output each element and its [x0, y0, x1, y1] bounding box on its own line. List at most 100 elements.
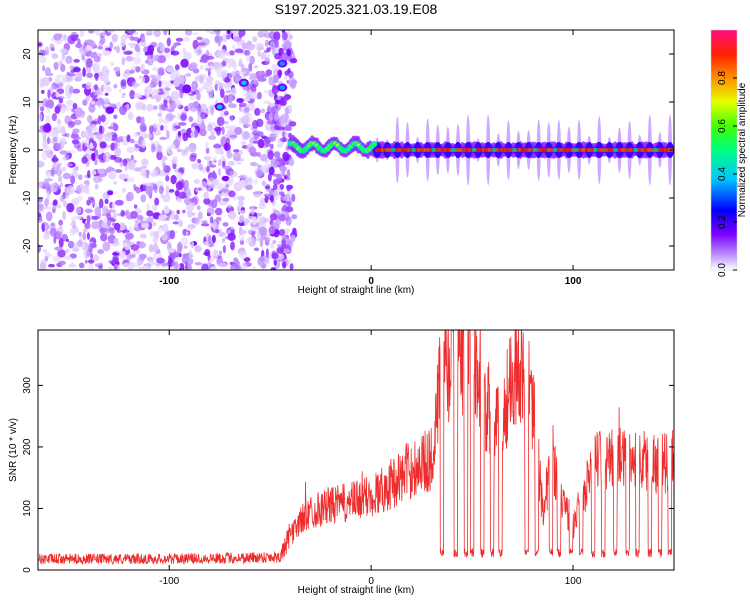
heatmap-cell: [72, 102, 78, 110]
heatmap-cell: [286, 238, 292, 245]
heatmap-cell: [174, 125, 181, 129]
heatmap-cell: [158, 214, 167, 221]
heatmap-cell: [187, 223, 197, 229]
heatmap-cell: [45, 145, 51, 154]
heatmap-cell: [228, 72, 233, 80]
heatmap-cell: [210, 105, 214, 116]
heatmap-cell: [143, 125, 147, 132]
x-tick-label: 100: [565, 276, 582, 287]
heatmap-cell: [253, 178, 259, 185]
heatmap-cell: [42, 65, 46, 72]
heatmap-cell: [65, 55, 73, 64]
x-tick-label: 100: [565, 576, 582, 587]
heatmap-cell: [115, 45, 120, 54]
y-tick-label: 10: [22, 96, 33, 108]
heatmap-cell: [152, 236, 158, 244]
heatmap-cell: [151, 66, 159, 71]
heatmap-cell: [234, 126, 243, 135]
heatmap-cell: [50, 167, 55, 177]
heatmap-cell: [213, 61, 220, 70]
heatmap-cell: [127, 261, 134, 270]
heatmap-cell: [225, 51, 230, 56]
heatmap-cell: [105, 106, 115, 114]
heatmap-cell: [221, 126, 225, 135]
heatmap-cell: [138, 266, 148, 270]
heatmap-cell: [226, 61, 233, 69]
heatmap-cell: [269, 213, 278, 221]
heatmap-cell: [67, 240, 75, 249]
heatmap-cell: [90, 100, 96, 106]
heatmap-cell: [73, 242, 80, 251]
heatmap-cell: [274, 124, 281, 131]
heatmap-cell: [240, 115, 250, 125]
heatmap-cell: [210, 131, 215, 136]
heatmap-cell: [99, 125, 105, 135]
heatmap-cell: [141, 139, 146, 149]
heatmap-cell: [44, 250, 50, 260]
heatmap-cell: [175, 181, 184, 191]
heatmap-cell: [172, 221, 180, 225]
heatmap-cell: [216, 104, 223, 110]
heatmap-cell: [59, 48, 68, 54]
heatmap-cell: [263, 100, 271, 104]
heatmap-cell: [105, 84, 111, 89]
heatmap-cell: [120, 39, 126, 48]
heatmap-cell: [108, 226, 115, 232]
heatmap-cell: [102, 192, 108, 200]
heatmap-cell: [264, 195, 269, 204]
heatmap-cell: [248, 215, 254, 220]
heatmap-cell: [38, 42, 43, 47]
heatmap-cell: [174, 214, 180, 221]
heatmap-cell: [149, 74, 156, 79]
heatmap-cell: [62, 172, 72, 180]
heatmap-cell: [53, 33, 62, 41]
heatmap-cell: [208, 184, 215, 189]
heatmap-cell: [62, 157, 68, 161]
heatmap-cell: [222, 245, 226, 254]
heatmap-cell: [196, 205, 201, 211]
heatmap-cell: [197, 42, 206, 46]
heatmap-cell: [184, 30, 193, 36]
heatmap-cell: [127, 111, 134, 121]
heatmap-cell: [189, 62, 198, 70]
heatmap-cell: [246, 237, 253, 244]
heatmap-cell: [261, 30, 269, 34]
heatmap-cell: [182, 47, 186, 55]
heatmap-cell: [231, 44, 236, 49]
heatmap-cell: [104, 198, 109, 204]
heatmap-cell: [282, 261, 287, 269]
heatmap-cell: [194, 245, 202, 253]
heatmap-cell: [84, 208, 93, 213]
heatmap-cell: [257, 151, 261, 158]
heatmap-cell: [271, 252, 279, 260]
heatmap-cell: [210, 266, 217, 270]
heatmap-cell: [109, 41, 114, 50]
heatmap-cell: [133, 204, 138, 209]
heatmap-cell: [252, 36, 258, 43]
heatmap-cell: [102, 133, 106, 138]
heatmap-cell: [238, 199, 244, 208]
heatmap-cell: [146, 210, 154, 217]
heatmap-cell: [154, 197, 160, 206]
heatmap-cell: [45, 67, 51, 77]
heatmap-cell: [257, 91, 262, 100]
y-tick-label: 300: [22, 377, 33, 394]
heatmap-cell: [258, 203, 266, 210]
x-tick-label: -100: [159, 576, 179, 587]
heatmap-cell: [129, 69, 135, 74]
heatmap-cell: [44, 206, 52, 210]
heatmap-cell: [121, 94, 126, 99]
heatmap-cell: [279, 115, 285, 126]
heatmap-cell: [176, 209, 180, 215]
heatmap-cell: [93, 91, 97, 96]
heatmap-cell: [61, 166, 67, 172]
heatmap-cell: [372, 142, 376, 146]
colorbar-scale: [710, 29, 738, 271]
heatmap-cell: [170, 144, 176, 149]
heatmap-y-axis-label: Frequency (Hz): [8, 116, 19, 185]
heatmap-cell: [97, 46, 103, 50]
heatmap-cell: [283, 114, 290, 121]
heatmap-cell: [208, 235, 212, 245]
heatmap-cell: [221, 60, 227, 67]
heatmap-cell: [66, 163, 73, 167]
